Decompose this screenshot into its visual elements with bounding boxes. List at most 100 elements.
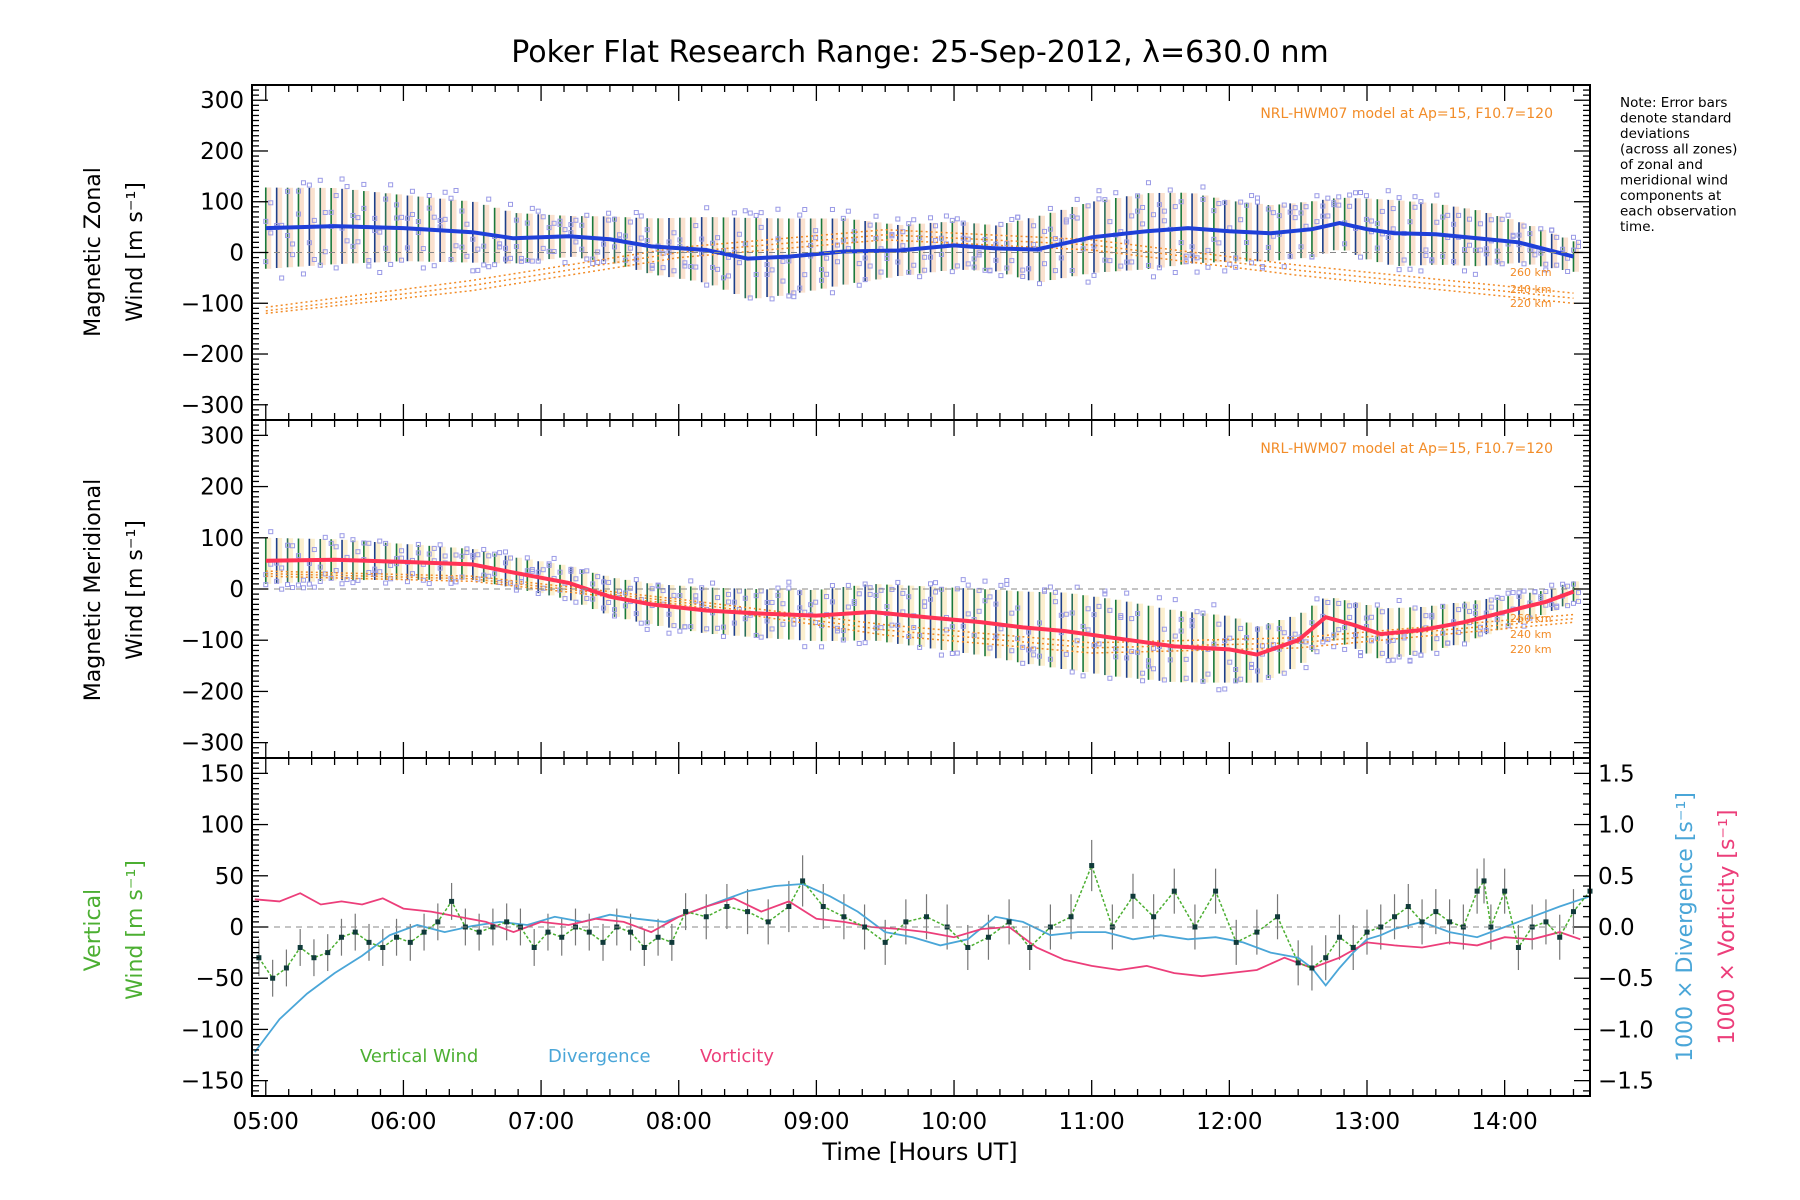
zonal-sample-point [1091, 272, 1097, 278]
meridional-sample-point [1194, 609, 1200, 615]
zonal-sample-point [322, 249, 328, 255]
zonal-sample-point [666, 239, 672, 245]
meridional-sample-point [753, 593, 759, 599]
meridional-sample-point [1532, 589, 1538, 595]
meridional-sample-point [715, 625, 721, 631]
meridional-sample-point [415, 550, 421, 556]
meridional-sample-point [333, 544, 339, 550]
zonal-sample-point [1129, 213, 1135, 219]
zonal-sample-point [524, 258, 530, 264]
zonal-sample-point [971, 264, 977, 270]
zonal-sample-point [1259, 265, 1265, 271]
zonal-sample-point [1276, 213, 1282, 219]
zonal-sample-point [333, 193, 339, 199]
note-line: (across all zones) [1620, 142, 1737, 158]
zonal-sample-point [993, 241, 999, 247]
meridional-sample-point [873, 592, 879, 598]
zonal-sample-point [682, 263, 688, 269]
vertical-y-axis-label: Wind [m s⁻¹] [123, 860, 148, 1000]
meridional-sample-point [601, 605, 607, 611]
zonal-sample-point [339, 176, 345, 182]
meridional-sample-point [1467, 608, 1473, 614]
zonal-sample-point [954, 263, 960, 269]
vertical-wind-point [1364, 929, 1370, 935]
zonal-sample-point [758, 224, 764, 230]
meridional-sample-point [1390, 637, 1396, 643]
vertical-wind-point [311, 955, 317, 961]
meridional-sample-point [851, 599, 857, 605]
zonal-sample-point [1233, 264, 1239, 270]
meridional-sample-point [1069, 669, 1075, 675]
zonal-sample-point [1390, 226, 1396, 232]
zonal-sample-point [1052, 268, 1058, 274]
vertical-wind-point [1557, 934, 1563, 940]
meridional-sample-point [1009, 648, 1015, 654]
zonal-sample-point [878, 269, 884, 275]
vertical-wind-point [1006, 919, 1012, 925]
meridional-sample-point [279, 565, 285, 571]
zonal-sample-point [1178, 199, 1184, 205]
y2-tick-label: 0.0 [1598, 915, 1635, 941]
y-tick-label: 100 [200, 813, 244, 839]
meridional-sample-point [322, 571, 328, 577]
zonal-sample-point [1281, 202, 1287, 208]
meridional-sample-point [1233, 678, 1239, 684]
meridional-sample-point [976, 608, 982, 614]
zonal-model-label: NRL-HWM07 model at Ap=15, F10.7=120 [1260, 106, 1553, 122]
zonal-sample-point [1451, 221, 1457, 227]
vertical-wind-point [683, 909, 689, 915]
meridional-sample-point [1031, 646, 1037, 652]
vertical-wind-point [628, 929, 634, 935]
meridional-sample-point [731, 620, 737, 626]
meridional-sample-point [562, 596, 568, 602]
zonal-sample-point [1407, 219, 1413, 225]
zonal-sample-point [1358, 254, 1364, 260]
meridional-sample-point [862, 581, 868, 587]
meridional-sample-point [453, 579, 459, 585]
vertical-wind-point [421, 929, 427, 935]
vertical-wind-point [1295, 960, 1301, 966]
zonal-sample-point [829, 206, 835, 212]
meridional-sample-point [1368, 614, 1374, 620]
meridional-sample-point [797, 605, 803, 611]
zonal-sample-point [867, 222, 873, 228]
zonal-y-axis-label: Magnetic Zonal [81, 167, 106, 337]
zonal-sample-point [710, 264, 716, 270]
zonal-sample-point [775, 236, 781, 242]
zonal-sample-point [366, 258, 372, 264]
vertical-wind-point [786, 904, 792, 910]
zonal-sample-point [731, 210, 737, 216]
zonal-sample-point [982, 267, 988, 273]
zonal-sample-point [399, 257, 405, 263]
zonal-sample-point [1129, 259, 1135, 265]
meridional-sample-point [1216, 687, 1222, 693]
vertical-wind-point [407, 939, 413, 945]
meridional-sample-point [524, 555, 530, 561]
y-tick-label: 300 [200, 88, 244, 114]
zonal-sample-point [1167, 187, 1173, 193]
zonal-sample-point [895, 216, 901, 222]
vertical-wind-point [338, 934, 344, 940]
zonal-sample-point [437, 217, 443, 223]
zonal-sample-point [573, 239, 579, 245]
vertical-wind-point [1405, 904, 1411, 910]
meridional-sample-point [546, 561, 552, 567]
vertical-wind-point [1543, 919, 1549, 925]
zonal-sample-point [1494, 248, 1500, 254]
zonal-sample-point [540, 214, 546, 220]
zonal-sample-point [764, 271, 770, 277]
zonal-sample-point [911, 217, 917, 223]
zonal-sample-point [377, 229, 383, 235]
meridional-sample-point [486, 573, 492, 579]
meridional-sample-point [677, 593, 683, 599]
zonal-sample-point [1107, 258, 1113, 264]
y-tick-label: −300 [181, 731, 244, 757]
meridional-sample-point [965, 582, 971, 588]
zonal-sample-point [372, 215, 378, 221]
meridional-sample-point [895, 579, 901, 585]
vertical-wind-point [841, 914, 847, 920]
meridional-sample-point [568, 568, 574, 574]
zonal-sample-point [453, 187, 459, 193]
zonal-sample-point [1412, 194, 1418, 200]
